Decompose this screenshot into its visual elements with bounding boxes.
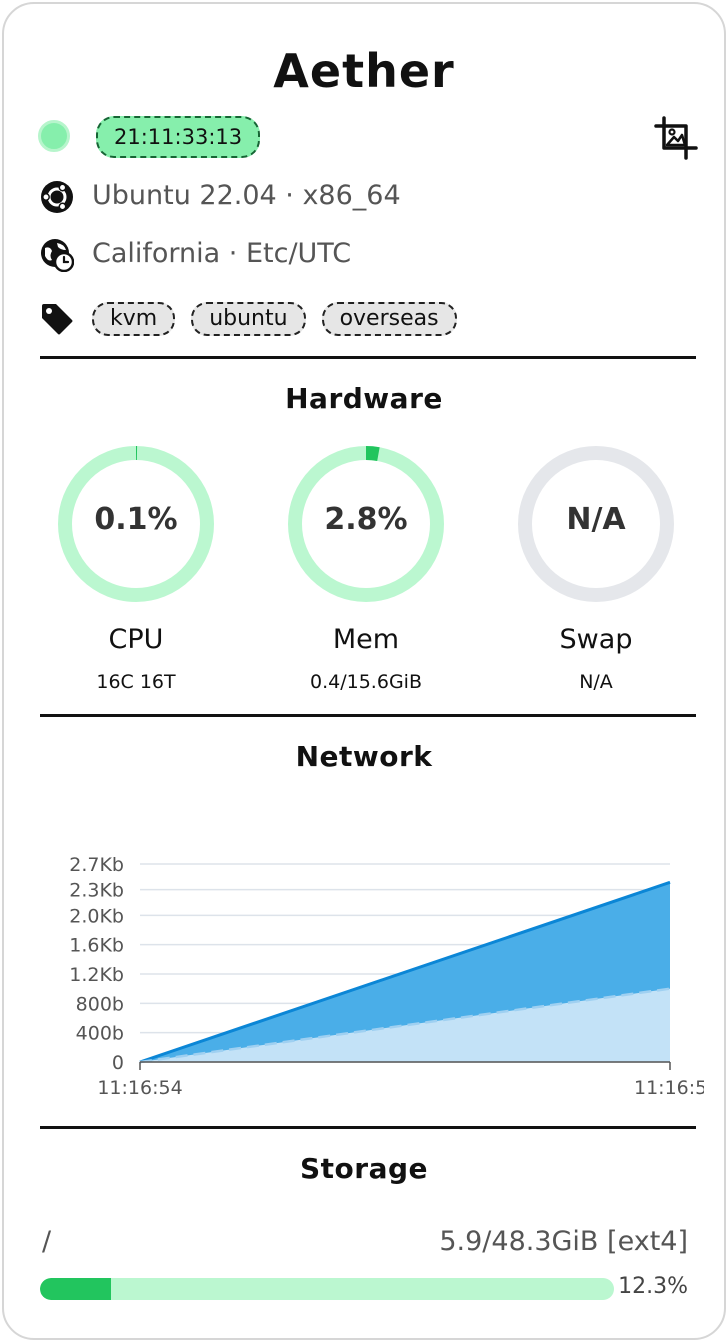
- tag-chip: ubuntu: [191, 302, 306, 336]
- cpu-label: CPU: [108, 624, 164, 655]
- divider: [40, 1126, 696, 1129]
- x-tick-label: 11:16:59: [634, 1077, 704, 1099]
- cpu-gauge: 0.1%: [56, 444, 216, 604]
- tag-icon: [40, 302, 74, 336]
- disk-usage-fill: [40, 1278, 111, 1300]
- disk-usage-bar: [40, 1278, 614, 1300]
- y-tick-label: 1.2Kb: [69, 964, 124, 986]
- swap-label: Swap: [559, 624, 633, 655]
- y-tick-label: 0: [112, 1052, 124, 1074]
- memory-label: Mem: [332, 624, 400, 655]
- y-tick-label: 2.3Kb: [69, 880, 124, 902]
- y-tick-label: 1.6Kb: [69, 935, 124, 957]
- memory-gauge: 2.8%: [286, 444, 446, 604]
- tag-chip: kvm: [92, 302, 176, 336]
- location-info: California · Etc/UTC: [92, 238, 352, 269]
- globe-clock-icon: [40, 238, 75, 273]
- os-info: Ubuntu 22.04 · x86_64: [92, 180, 401, 211]
- cpu-cores: 16C 16T: [96, 671, 176, 693]
- image-crop-icon[interactable]: [654, 116, 698, 160]
- uptime-badge: 21:11:33:13: [96, 116, 261, 158]
- memory-amount: 0.4/15.6GiB: [310, 671, 422, 693]
- divider: [40, 714, 696, 717]
- network-chart: 0 400b 800b 1.2Kb 1.6Kb 2.0Kb 2.3Kb 2.7Kb 11:16:…: [34, 834, 719, 1104]
- swap-usage-value: N/A: [566, 502, 626, 537]
- storage-title: Storage: [299, 1152, 429, 1185]
- series-line-0: [139, 880, 671, 1064]
- network-title: Network: [295, 740, 433, 773]
- x-tick-label: 11:16:54: [97, 1077, 182, 1099]
- cpu-usage-value: 0.1%: [94, 502, 178, 537]
- swap-gauge: N/A: [516, 444, 676, 604]
- tag-list: kvm ubuntu overseas: [92, 302, 457, 336]
- y-tick-label: 800b: [76, 993, 124, 1015]
- disk-size: 5.9/48.3GiB [ext4]: [439, 1226, 688, 1257]
- memory-usage-value: 2.8%: [324, 502, 408, 537]
- divider: [40, 356, 696, 359]
- swap-amount: N/A: [579, 671, 613, 693]
- disk-usage-percent: 12.3%: [618, 1274, 688, 1299]
- tag-chip: overseas: [321, 302, 457, 336]
- y-tick-label: 2.0Kb: [69, 905, 124, 927]
- server-name: Aether: [273, 44, 455, 98]
- ubuntu-logo-icon: [40, 180, 74, 214]
- y-tick-label: 400b: [76, 1023, 124, 1045]
- online-status-indicator: [38, 120, 70, 152]
- hardware-title: Hardware: [285, 382, 443, 415]
- mount-point: /: [42, 1226, 52, 1257]
- y-tick-label: 2.7Kb: [69, 854, 124, 876]
